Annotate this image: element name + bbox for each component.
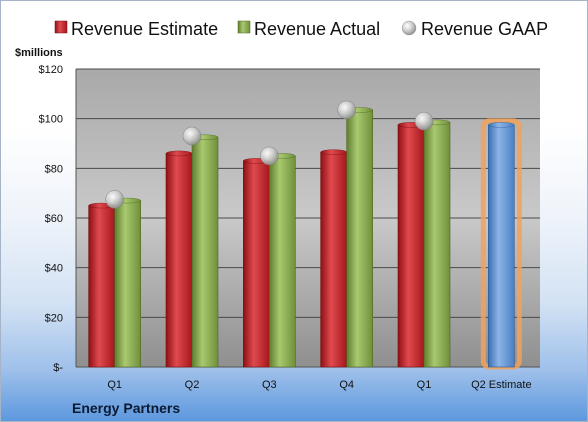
- company-name: Energy Partners: [72, 400, 180, 416]
- gaap-marker: [182, 126, 202, 146]
- legend-item-revenue-gaap: Revenue GAAP: [401, 19, 548, 39]
- gaap-marker: [105, 190, 124, 209]
- x-tick-label: Q1: [417, 379, 432, 391]
- x-tick-label: Q2: [185, 379, 200, 391]
- x-tick-label: Q4: [339, 379, 354, 391]
- y-tick-label: $60: [45, 213, 63, 225]
- bar: [423, 122, 451, 368]
- gaap-marker: [260, 146, 279, 166]
- y-tick-label: $80: [45, 163, 63, 175]
- legend-swatch-green: [237, 20, 251, 34]
- y-axis-units-label: $millions: [15, 47, 63, 59]
- legend-label-revenue-actual: Revenue Actual: [254, 19, 380, 39]
- bar: [243, 160, 270, 368]
- y-tick-label: $40: [45, 263, 63, 275]
- bar: [114, 200, 141, 368]
- gaap-marker: [414, 111, 434, 131]
- bar: [488, 124, 515, 368]
- y-tick-label: $120: [39, 64, 63, 76]
- bar: [88, 205, 115, 368]
- gaap-marker: [337, 100, 356, 120]
- x-tick-label: Q1: [107, 379, 122, 391]
- legend-swatch-sphere: [401, 20, 417, 36]
- legend: Revenue Estimate Revenue Actual Revenue …: [54, 19, 548, 39]
- legend-item-revenue-actual: Revenue Actual: [237, 19, 380, 39]
- y-tick-label: $100: [39, 114, 63, 126]
- legend-swatch-red: [54, 20, 68, 34]
- legend-item-revenue-estimate: Revenue Estimate: [54, 19, 218, 39]
- x-tick-label: Q2 Estimate: [471, 379, 532, 391]
- x-tick-label: Q3: [262, 379, 277, 391]
- gridlines: [76, 68, 540, 318]
- bar: [320, 151, 347, 368]
- bar: [269, 155, 296, 368]
- y-tick-label: $-: [53, 362, 63, 374]
- y-tick-label: $20: [45, 312, 63, 324]
- bar: [165, 153, 193, 368]
- legend-label-revenue-gaap: Revenue GAAP: [421, 19, 548, 39]
- bar-top: [165, 150, 193, 157]
- bar: [346, 109, 373, 368]
- bar-top: [488, 122, 515, 128]
- bar: [191, 136, 219, 368]
- legend-label-revenue-estimate: Revenue Estimate: [71, 19, 218, 39]
- bar: [397, 124, 425, 368]
- bar-top: [320, 149, 347, 155]
